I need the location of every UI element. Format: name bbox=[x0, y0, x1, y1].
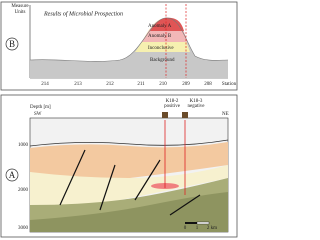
x-label: Station bbox=[222, 82, 237, 87]
depth-tick: 1000 bbox=[18, 143, 29, 148]
zone-label: Inconclusive bbox=[148, 46, 174, 51]
fault bbox=[59, 149, 201, 216]
zone-label: Background bbox=[150, 58, 175, 63]
layer bbox=[30, 192, 228, 232]
figure: B Measure Units Results of Microbial Pro… bbox=[0, 1, 238, 238]
panel-a-label: A bbox=[9, 170, 16, 180]
panel-b-badge bbox=[5, 37, 19, 51]
depth-tick: 3000 bbox=[18, 226, 29, 231]
panel-a-badge bbox=[5, 168, 19, 182]
depth-label: Depth [m] bbox=[30, 105, 51, 110]
direction-label: SW bbox=[34, 112, 42, 117]
scale-label: 0 bbox=[184, 226, 187, 231]
scale-label: 2 km bbox=[207, 226, 217, 231]
chart-title: Results of Microbial Prospection bbox=[43, 10, 123, 17]
panel-b-label: B bbox=[9, 39, 15, 49]
scale-bar bbox=[185, 222, 197, 224]
well-name: K18-3 bbox=[190, 99, 203, 104]
scale-bar bbox=[196, 221, 210, 225]
well-result: negative bbox=[188, 104, 206, 109]
zone-label: Anomaly B bbox=[148, 34, 172, 39]
zone-label: Anomaly A bbox=[148, 24, 172, 29]
station-labels: 214 213 212 211 210 209 208 bbox=[41, 82, 212, 87]
station-label: 212 bbox=[106, 82, 114, 87]
layer bbox=[30, 165, 228, 207]
direction-label: NE bbox=[222, 112, 229, 117]
rig bbox=[182, 112, 188, 118]
layer bbox=[30, 142, 228, 180]
scale-label: 1 bbox=[196, 226, 199, 231]
y-label: Units bbox=[15, 10, 26, 15]
well-name: K18-2 bbox=[166, 99, 179, 104]
station-label: 208 bbox=[204, 82, 212, 87]
curve bbox=[29, 17, 229, 62]
station-label: 209 bbox=[182, 82, 190, 87]
station-label: 213 bbox=[74, 82, 82, 87]
station-label: 214 bbox=[41, 82, 49, 87]
station-label: 211 bbox=[137, 82, 145, 87]
well-result: positive bbox=[164, 104, 181, 109]
horizon bbox=[29, 139, 229, 147]
y-label: Measure bbox=[11, 4, 29, 9]
station-label: 210 bbox=[159, 82, 167, 87]
rig bbox=[162, 112, 168, 118]
depth-tick: 2000 bbox=[18, 188, 29, 193]
